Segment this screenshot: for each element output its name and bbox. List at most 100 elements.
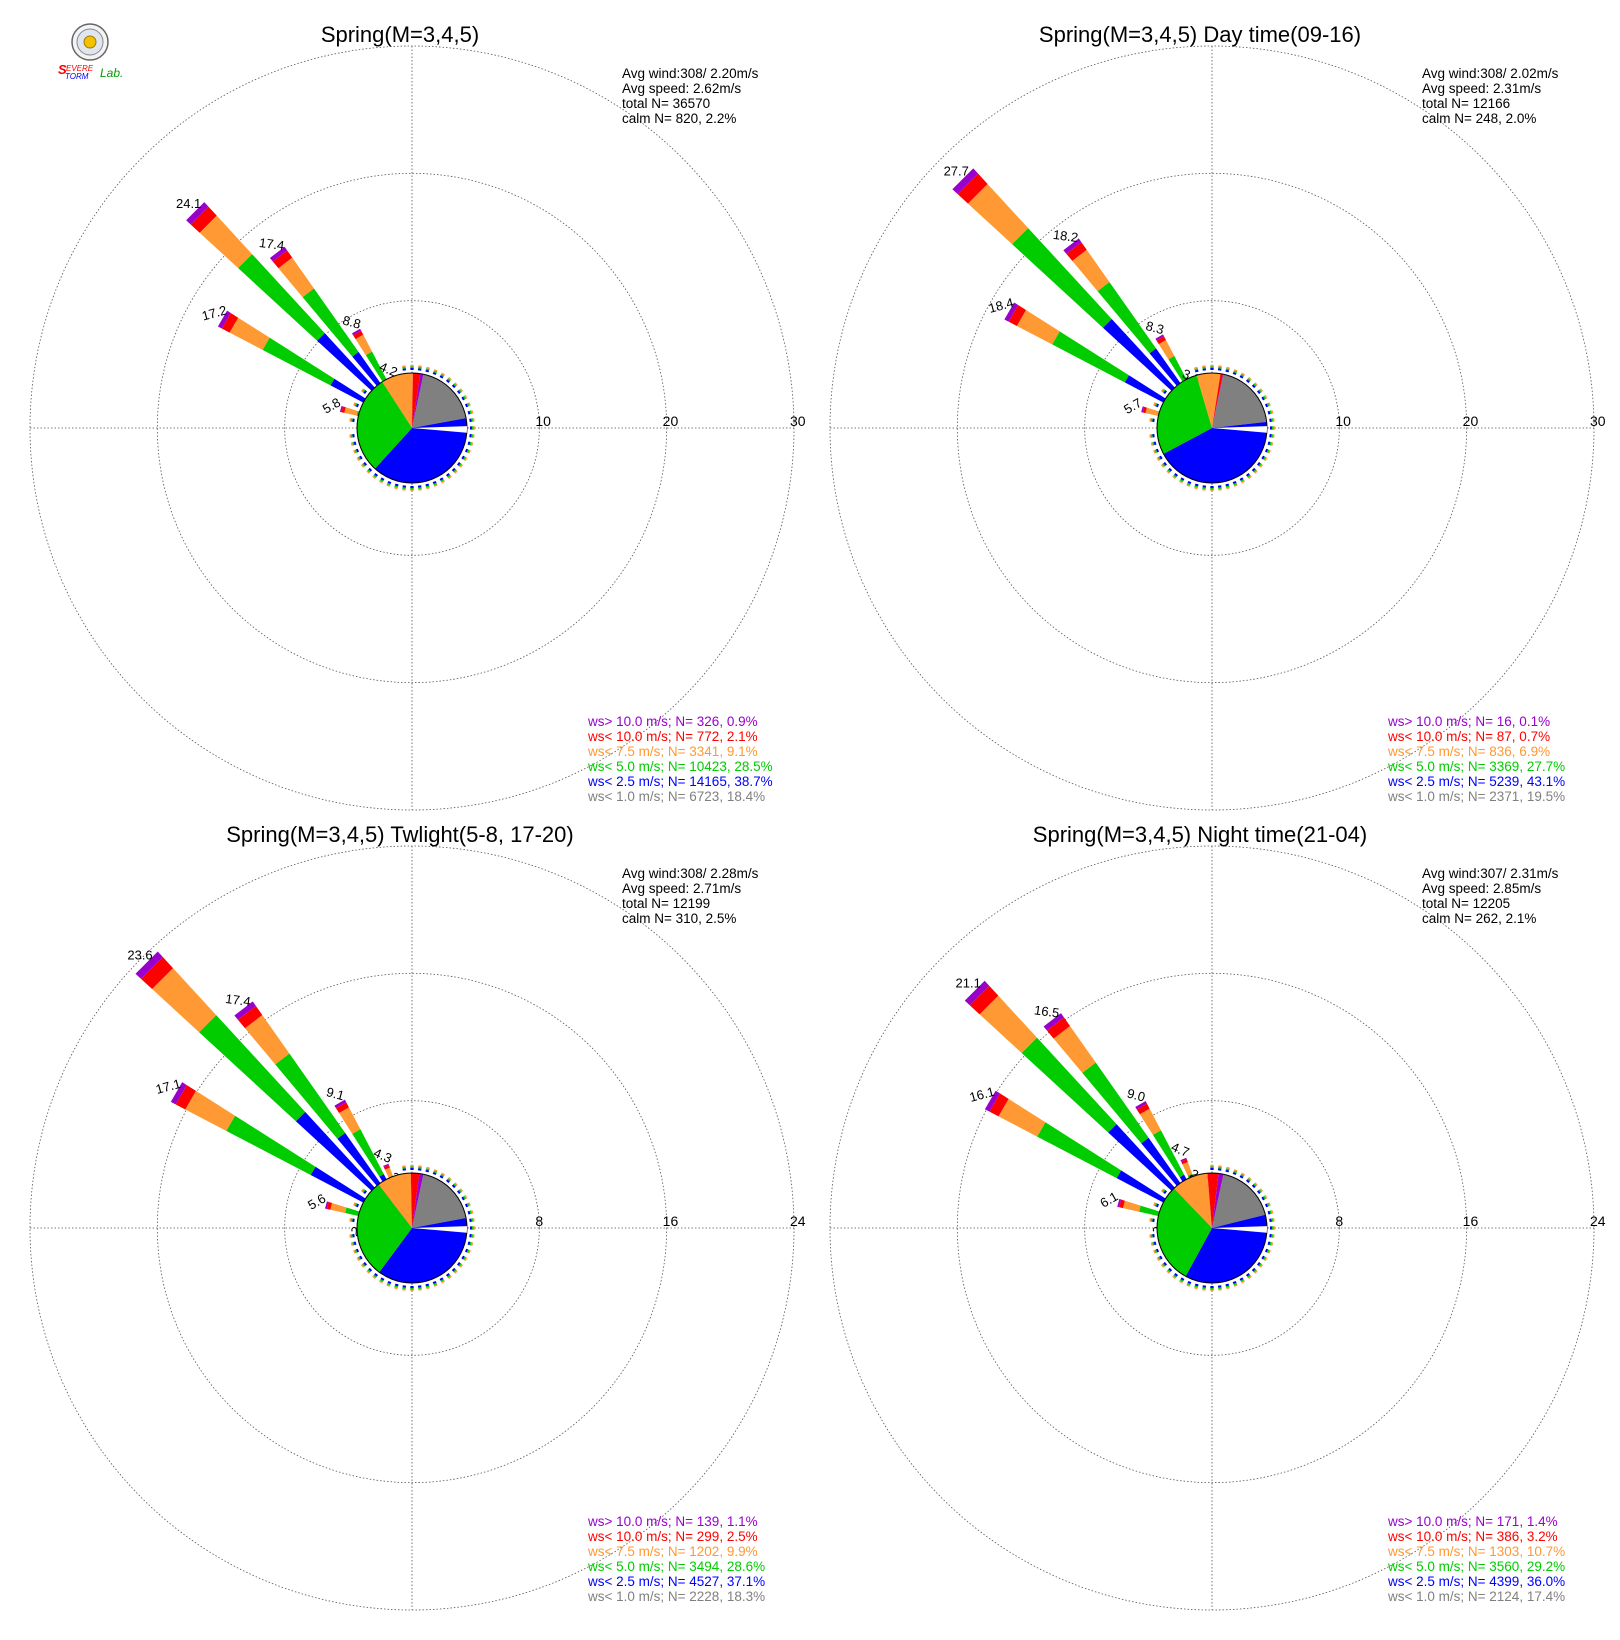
legend-entry: ws< 2.5 m/s; N= 4527, 37.1% [587,1574,765,1589]
petal-value-label: 16.1 [968,1084,996,1105]
minor-petal-segment [1254,1182,1258,1186]
minor-petal-segment [417,1168,422,1171]
petal-segment [1181,1159,1188,1165]
minor-petal-segment [448,475,452,480]
minor-petal-segment [1268,402,1271,407]
minor-petal-segment [1210,1165,1214,1167]
speed-pie [356,372,468,484]
petal-segment [979,995,1037,1053]
minor-petal-segment [1261,455,1265,460]
minor-petal-segment [467,441,471,446]
minor-petal-segment [447,474,451,478]
minor-petal-segment [350,434,353,438]
minor-petal-segment [464,394,468,399]
minor-petal-segment [352,1241,355,1246]
petal-segment [175,1085,196,1110]
minor-petal-segment [1154,402,1158,407]
petal-segment [262,337,335,386]
minor-petal-segment [1233,1284,1238,1287]
minor-petal-segment [470,410,474,414]
minor-petal-segment [1218,1165,1222,1168]
minor-petal-segment [1173,474,1177,478]
petal-value-label: 6.1 [1097,1189,1120,1211]
minor-petal-segment [418,1165,422,1168]
minor-petal-segment [402,1165,406,1168]
petal-segment [217,310,231,329]
legend-entry: ws> 10.0 m/s; N= 171, 1.4% [1387,1514,1558,1529]
minor-petal-segment [433,369,438,372]
minor-petal-segment [1156,457,1160,462]
petal-value-label: 18.4 [987,295,1015,316]
minor-petal-segment [1271,1234,1274,1238]
tick-label: 30 [790,413,806,429]
minor-petal-segment [1225,483,1230,487]
minor-petal-segment [1270,1242,1274,1246]
minor-petal-segment [1257,1262,1261,1266]
petal-segment [1122,1200,1141,1212]
minor-petal-segment [1225,368,1230,371]
petal-value-label: 5.6 [305,1191,328,1213]
pie-slice [1212,374,1267,428]
grid-ring [1084,300,1340,556]
minor-petal-segment [472,418,475,422]
minor-petal-segment [461,455,465,460]
minor-petal-segment [451,467,456,472]
minor-petal-segment [1267,410,1271,415]
minor-petal-segment [1210,1285,1214,1288]
minor-petal-segment [410,1168,414,1171]
legend-entry: ws< 2.5 m/s; N= 5239, 43.1% [1387,774,1565,789]
minor-petal-segment [454,470,458,474]
minor-petal-segment [426,366,430,370]
minor-petal-segment [446,1179,450,1183]
calm-wedge [1212,426,1267,433]
minor-petal-segment [1268,1202,1271,1207]
minor-petal-segment [1273,1226,1275,1230]
minor-petal-segment [1180,477,1185,481]
stats-line: calm N= 820, 2.2% [622,111,736,126]
minor-petal-segment [1194,369,1199,373]
petal-value-label: 27.7 [944,164,969,179]
minor-petal-segment [1268,449,1271,454]
minor-petal-segment [357,456,361,461]
minor-petal-segment [1226,1286,1230,1290]
petal-segment [170,1082,187,1105]
minor-petal-segment [1218,366,1222,369]
minor-petal-segment [368,467,373,472]
minor-petal-segment [446,473,450,477]
petal-segment [1037,1122,1122,1179]
minor-petal-segment [417,368,422,371]
minor-petal-segment [355,1248,360,1253]
minor-petal-segment [1226,366,1230,370]
petal-segment [353,330,364,340]
minor-petal-segment [1264,1203,1269,1208]
petal-segment [269,246,288,262]
minor-petal-segment [1152,1218,1155,1223]
calm-wedge [412,1226,467,1233]
minor-petal-segment [1251,467,1256,472]
minor-petal-segment [1259,1264,1264,1268]
minor-petal-segment [355,448,360,453]
pie-slice [1196,373,1221,428]
pie-slice [1157,375,1212,454]
minor-petal-segment [473,426,475,430]
minor-petal-segment [425,369,430,373]
minor-petal-segment [350,418,353,422]
minor-petal-segment [469,1241,472,1246]
minor-petal-segment [1194,1283,1199,1287]
minor-petal-segment [468,449,471,454]
petal-segment [1119,1199,1125,1209]
minor-petal-segment [1225,1285,1230,1288]
minor-petal-segment [1210,365,1214,367]
pie-slice [1212,374,1224,428]
minor-petal-segment [458,463,462,467]
minor-petal-segment [1186,482,1191,486]
minor-petal-segment [1155,1248,1160,1253]
minor-petal-segment [417,485,422,488]
petal-segment [365,351,391,389]
minor-petal-segment [439,1175,444,1179]
minor-petal-segment [1150,1234,1153,1238]
calm-wedge [412,426,467,433]
petal-segment [1066,242,1087,261]
minor-petal-segment [1258,1263,1262,1267]
minor-petal-segment [359,455,363,460]
